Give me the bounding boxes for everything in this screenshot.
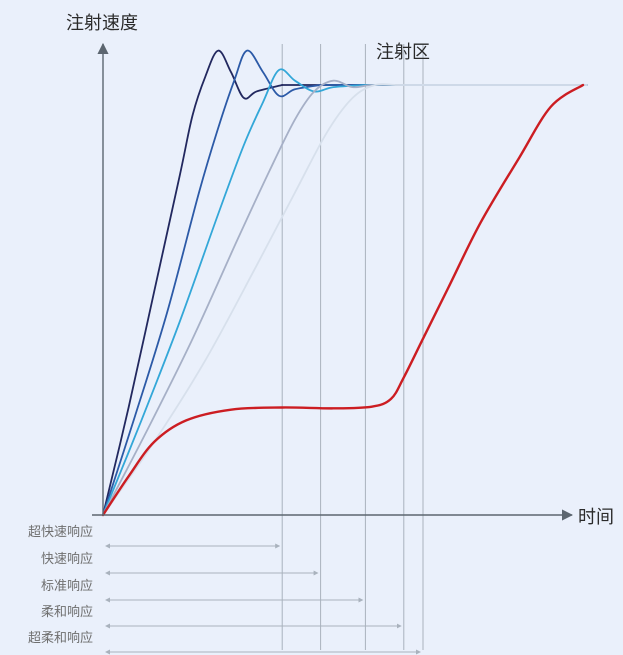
response-guides xyxy=(105,44,424,655)
red-response-line xyxy=(101,83,585,517)
x-axis-label: 时间 xyxy=(578,507,614,528)
y-axis-label: 注射速度 xyxy=(66,13,138,34)
response-label-2: 快速响应 xyxy=(41,551,93,567)
fast-response-line xyxy=(102,49,322,516)
response-label-5: 超柔和响应 xyxy=(28,630,93,646)
response-label-1: 超快速响应 xyxy=(28,524,93,540)
standard-response-line xyxy=(102,68,367,516)
ultra_soft-response-line xyxy=(102,83,424,516)
soft-response-line xyxy=(102,79,405,516)
response-label-3: 标准响应 xyxy=(41,578,93,594)
series-layer xyxy=(101,49,588,517)
response-label-4: 柔和响应 xyxy=(41,604,93,620)
ultra_fast-response-line xyxy=(102,49,284,516)
injection-zone-label: 注射区 xyxy=(376,42,430,63)
